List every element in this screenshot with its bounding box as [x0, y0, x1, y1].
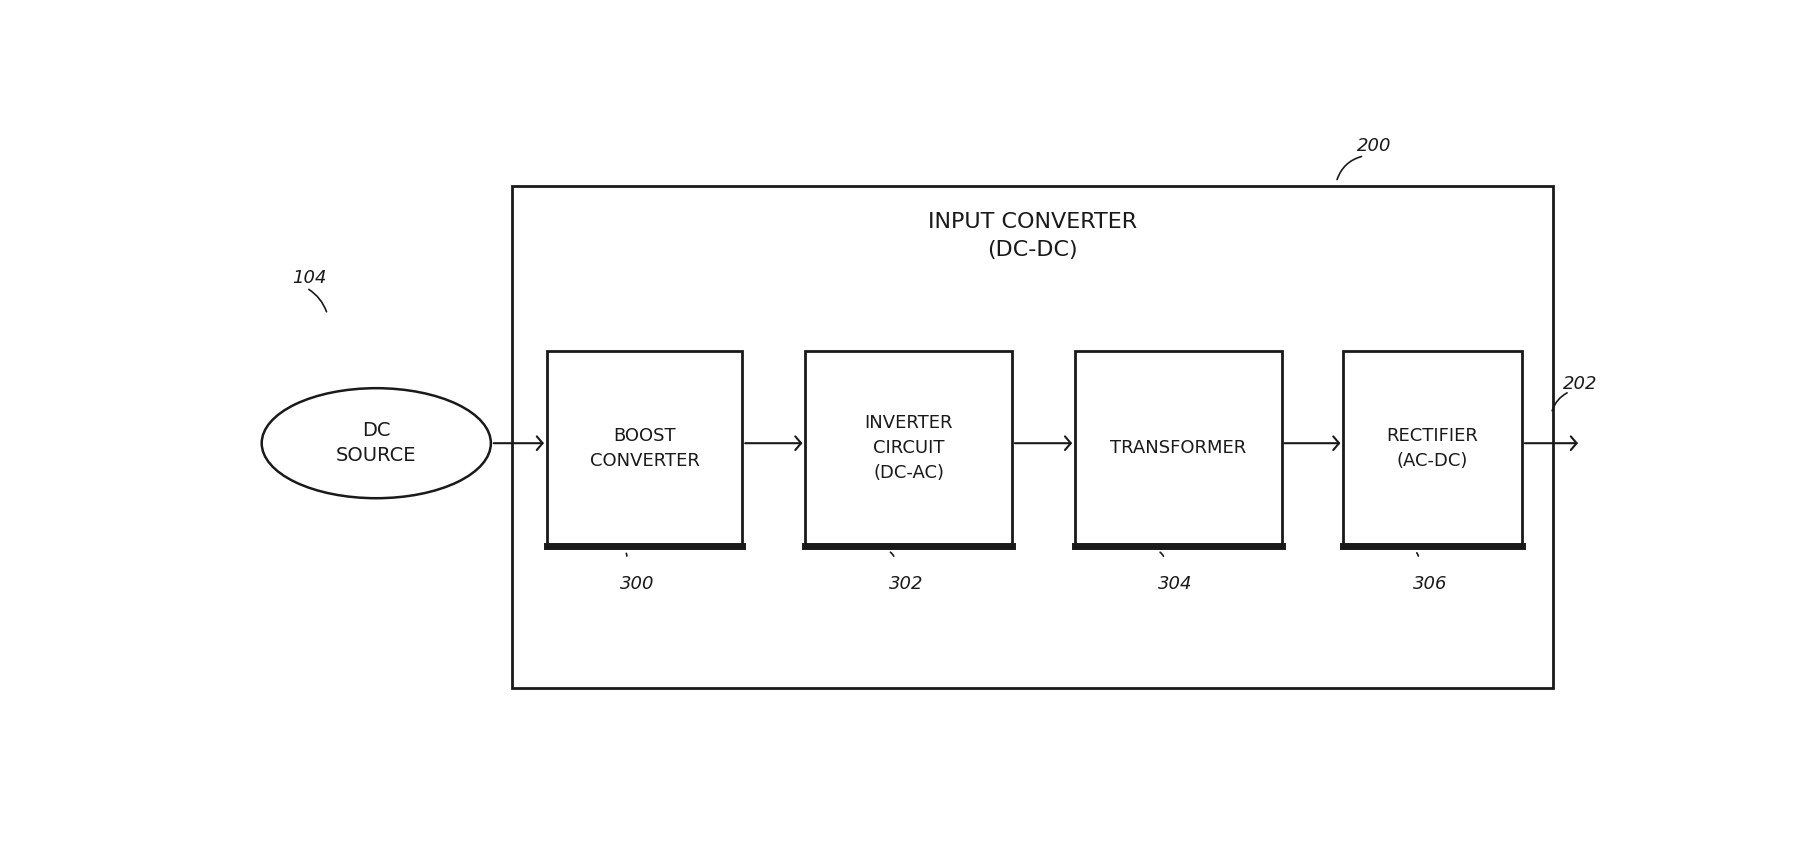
Bar [806, 351, 1011, 546]
Ellipse shape [261, 388, 490, 498]
Text: 200: 200 [1358, 137, 1392, 155]
Text: BOOST
CONVERTER: BOOST CONVERTER [590, 426, 700, 469]
Text: 300: 300 [620, 576, 654, 594]
Text: RECTIFIER
(AC-DC): RECTIFIER (AC-DC) [1387, 426, 1478, 469]
Text: 302: 302 [889, 576, 923, 594]
Text: INVERTER
CIRCUIT
(DC-AC): INVERTER CIRCUIT (DC-AC) [864, 414, 954, 482]
Text: TRANSFORMER: TRANSFORMER [1111, 439, 1246, 457]
Bar [512, 185, 1552, 687]
Bar [1075, 351, 1282, 546]
Text: DC
SOURCE: DC SOURCE [335, 421, 416, 465]
Bar [1343, 351, 1522, 546]
Text: 202: 202 [1563, 375, 1597, 393]
Text: 104: 104 [292, 269, 326, 287]
Bar [546, 351, 743, 546]
Text: 304: 304 [1158, 576, 1194, 594]
Text: INPUT CONVERTER
(DC-DC): INPUT CONVERTER (DC-DC) [929, 212, 1138, 260]
Text: 306: 306 [1412, 576, 1448, 594]
